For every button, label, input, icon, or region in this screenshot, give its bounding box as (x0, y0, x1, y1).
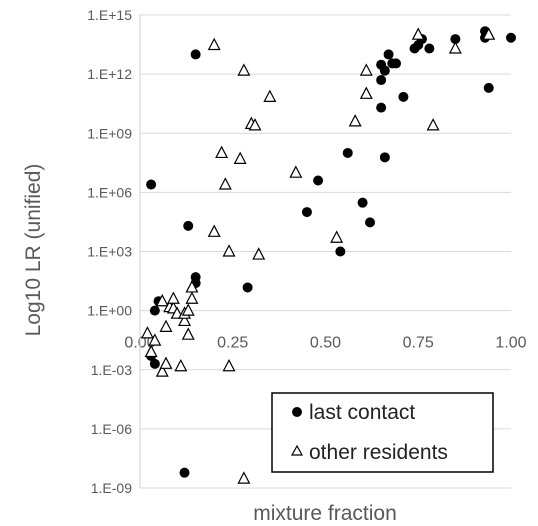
point-last-contact (390, 58, 401, 69)
point-last-contact (379, 152, 390, 163)
legend-marker-last-contact (292, 407, 302, 417)
point-other-residents (215, 145, 229, 159)
point-other-residents (248, 118, 262, 131)
data-points (140, 26, 516, 484)
point-last-contact (379, 65, 390, 76)
point-last-contact (301, 207, 312, 218)
point-other-residents (359, 63, 373, 76)
point-other-residents (159, 356, 173, 369)
y-tick-label: 1.E+03 (87, 244, 132, 260)
point-other-residents (359, 86, 373, 99)
x-axis-title: mixture fraction (253, 502, 397, 525)
legend-label-last-contact: last contact (309, 401, 415, 424)
point-other-residents (222, 358, 236, 372)
point-last-contact (424, 43, 435, 54)
point-other-residents (148, 333, 162, 346)
point-other-residents (237, 63, 251, 76)
y-tick-label: 1.E+06 (87, 184, 132, 200)
point-last-contact (313, 175, 324, 186)
point-last-contact (149, 305, 160, 316)
point-other-residents (181, 327, 195, 340)
point-last-contact (376, 75, 387, 86)
x-tick-label: 0.50 (310, 335, 341, 352)
point-last-contact (450, 34, 461, 45)
point-other-residents (140, 326, 154, 339)
point-last-contact (183, 220, 194, 231)
point-other-residents (185, 291, 199, 304)
point-last-contact (149, 358, 160, 369)
point-other-residents (178, 313, 192, 327)
gridlines (140, 14, 511, 489)
point-other-residents (159, 319, 173, 332)
y-tick-label: 1.E+15 (87, 7, 132, 23)
point-other-residents (218, 177, 232, 190)
y-tick-label: 1.E+12 (87, 66, 132, 82)
y-tick-label: 1.E-03 (91, 362, 132, 378)
point-other-residents (482, 27, 496, 40)
y-tick-label: 1.E+00 (87, 303, 132, 319)
point-other-residents (348, 114, 362, 127)
point-other-residents (155, 293, 169, 307)
point-other-residents (448, 41, 462, 54)
point-last-contact (342, 147, 353, 158)
point-last-contact (506, 32, 516, 43)
point-other-residents (155, 364, 169, 377)
point-last-contact (376, 102, 387, 113)
x-axis-ticks: 0.00 0.25 0.50 0.75 1.00 (124, 335, 526, 352)
y-tick-label: 1.E+09 (87, 125, 132, 141)
point-last-contact (365, 217, 376, 228)
point-other-residents (181, 303, 195, 316)
point-last-contact (335, 246, 346, 257)
point-last-contact (146, 179, 157, 190)
point-last-contact (483, 82, 494, 93)
point-last-contact (383, 49, 394, 60)
x-tick-label: 1.00 (495, 335, 526, 352)
point-other-residents (207, 224, 221, 237)
point-other-residents (237, 471, 251, 484)
x-tick-label: 0.75 (403, 335, 434, 352)
y-axis-ticks: 1.E+15 1.E+12 1.E+09 1.E+06 1.E+03 1.E+00 1.E-… (87, 7, 132, 496)
point-other-residents (411, 27, 425, 40)
point-other-residents (252, 247, 266, 260)
point-last-contact (190, 49, 201, 60)
legend-label-other-residents: other residents (309, 441, 448, 464)
point-other-residents (144, 344, 158, 358)
point-other-residents (330, 230, 344, 243)
point-other-residents (233, 151, 247, 164)
point-other-residents (426, 118, 440, 131)
point-last-contact (398, 91, 409, 102)
legend-marker-other-residents (290, 444, 304, 456)
legend: last contact other residents (271, 392, 494, 473)
legend-box (271, 392, 494, 473)
point-last-contact (242, 282, 253, 293)
y-tick-label: 1.E-09 (91, 480, 132, 496)
point-other-residents (222, 244, 236, 257)
point-other-residents (289, 165, 303, 178)
point-last-contact (357, 197, 368, 208)
x-tick-label: 0.25 (217, 335, 248, 352)
point-other-residents (207, 37, 221, 51)
point-other-residents (166, 291, 180, 304)
y-tick-label: 1.E-06 (91, 421, 132, 437)
point-other-residents (263, 89, 277, 102)
point-last-contact (179, 467, 190, 478)
y-axis-title: Log10 LR (unified) (22, 164, 45, 337)
point-other-residents (174, 358, 188, 372)
